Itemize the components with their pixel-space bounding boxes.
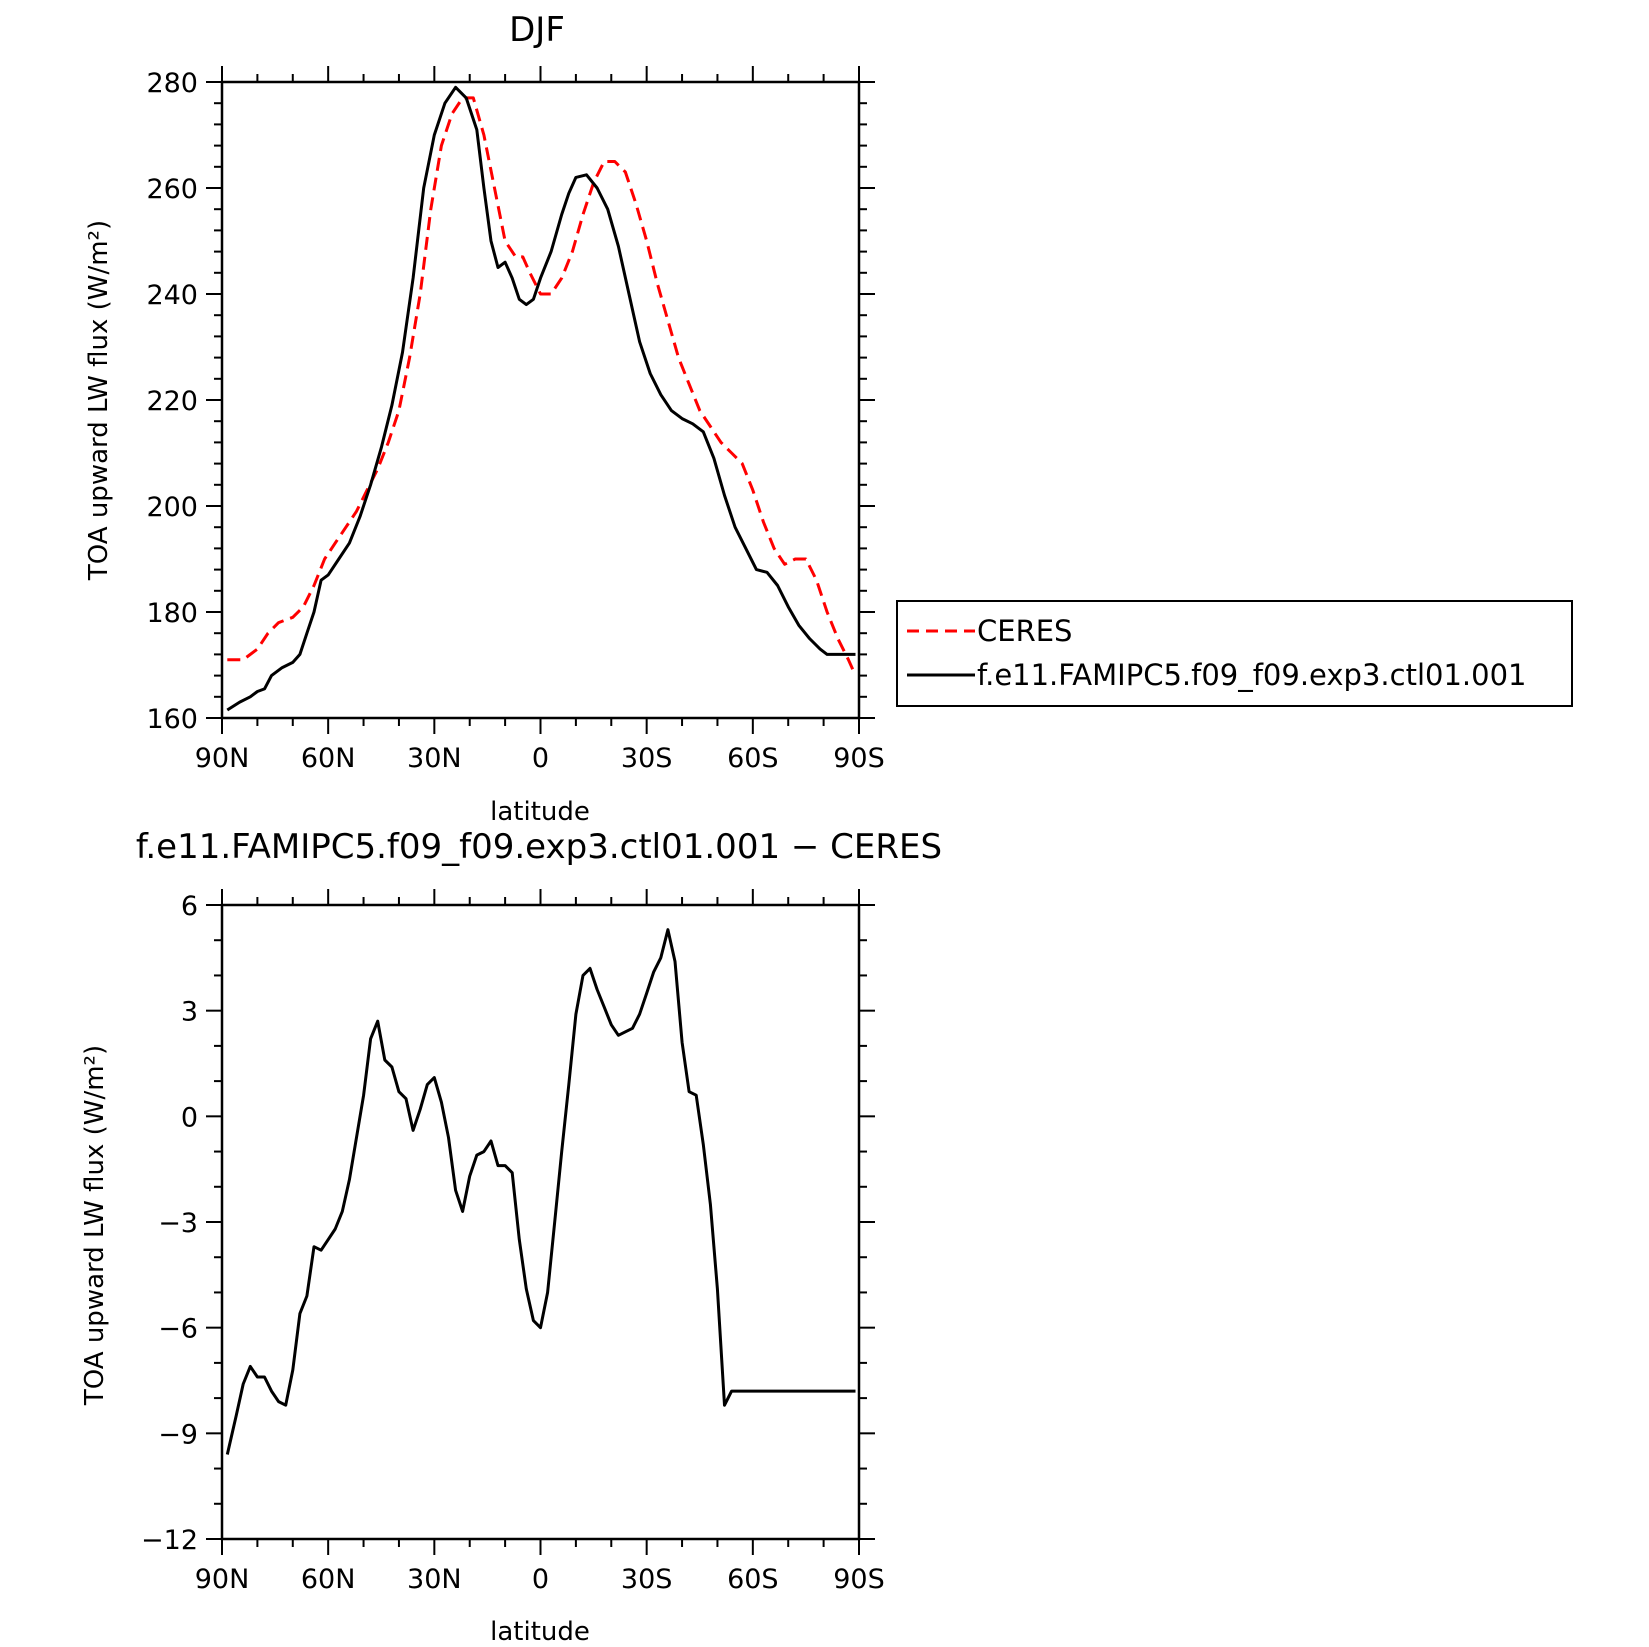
top-y-tick-labels: 160 180 200 220 240 260 280 (146, 68, 198, 735)
bottom-x-tick-label: 30S (621, 1564, 673, 1595)
top-y-tick-label: 260 (146, 174, 198, 205)
bottom-y-tick-label: −3 (158, 1208, 198, 1239)
legend-box (896, 600, 1573, 707)
top-series-lines (226, 85, 857, 712)
top-y-tick-label: 280 (146, 68, 198, 99)
top-x-axis-label: latitude (490, 797, 590, 827)
bottom-plot-frame (220, 903, 861, 1541)
bottom-y-tick-label: 0 (181, 1102, 198, 1133)
legend-model-label: f.e11.FAMIPC5.f09_f09.exp3.ctl01.001 (977, 658, 1526, 692)
top-x-tick-label: 90N (195, 743, 250, 774)
bottom-x-tick-label: 90N (195, 1564, 250, 1595)
bottom-y-tick-label: 6 (181, 891, 198, 922)
top-plot-frame (220, 80, 861, 720)
top-x-tick-labels: 90N 60N 30N 0 30S 60S 90S (195, 743, 885, 774)
top-y-tick-label: 220 (146, 386, 198, 417)
bottom-series-line-difference (225, 928, 856, 1455)
top-x-tick-label: 60S (727, 743, 779, 774)
top-x-tick-label: 0 (532, 743, 549, 774)
bottom-series-lines (225, 928, 856, 1455)
top-x-tick-label: 30S (621, 743, 673, 774)
top-y-tick-label: 240 (146, 280, 198, 311)
top-y-tick-label: 180 (146, 598, 198, 629)
top-chart-title: DJF (509, 10, 565, 50)
bottom-x-tick-label: 0 (532, 1564, 549, 1595)
bottom-x-axis-label: latitude (490, 1617, 590, 1647)
legend: CERES f.e11.FAMIPC5.f09_f09.exp3.ctl01.0… (896, 600, 1573, 707)
top-x-tick-label: 30N (407, 743, 462, 774)
top-y-axis-label: TOA upward LW flux (W/m²) (84, 220, 114, 581)
bottom-panel: f.e11.FAMIPC5.f09_f09.exp3.ctl01.001 − C… (80, 827, 942, 1647)
top-ticks (206, 66, 875, 734)
bottom-y-tick-label: −12 (141, 1525, 198, 1556)
bottom-y-tick-labels: −12 −9 −6 −3 0 3 6 (141, 891, 198, 1556)
top-y-tick-label: 200 (146, 492, 198, 523)
bottom-y-axis-label: TOA upward LW flux (W/m²) (80, 1045, 110, 1406)
bottom-y-tick-label: −9 (158, 1419, 198, 1450)
top-series-line-ceres (227, 96, 857, 677)
bottom-x-tick-label: 60S (727, 1564, 779, 1595)
top-x-tick-label: 90S (833, 743, 885, 774)
bottom-chart-title: f.e11.FAMIPC5.f09_f09.exp3.ctl01.001 − C… (136, 827, 942, 867)
top-panel: DJF 160 180 200 220 240 260 280 90N 60N 30N 0 30S 6… (84, 10, 885, 827)
top-series-line-f-e11-famipc5-f09-f09-exp3-ctl01-001 (226, 85, 856, 712)
legend-ceres-label: CERES (977, 614, 1072, 648)
bottom-y-tick-label: −6 (158, 1314, 198, 1345)
bottom-y-tick-label: 3 (181, 997, 198, 1028)
bottom-x-tick-label: 60N (301, 1564, 356, 1595)
bottom-x-tick-label: 90S (833, 1564, 885, 1595)
top-x-tick-label: 60N (301, 743, 356, 774)
bottom-x-tick-label: 30N (407, 1564, 462, 1595)
bottom-x-tick-labels: 90N 60N 30N 0 30S 60S 90S (195, 1564, 885, 1595)
bottom-ticks (206, 889, 875, 1555)
top-y-tick-label: 160 (146, 704, 198, 735)
